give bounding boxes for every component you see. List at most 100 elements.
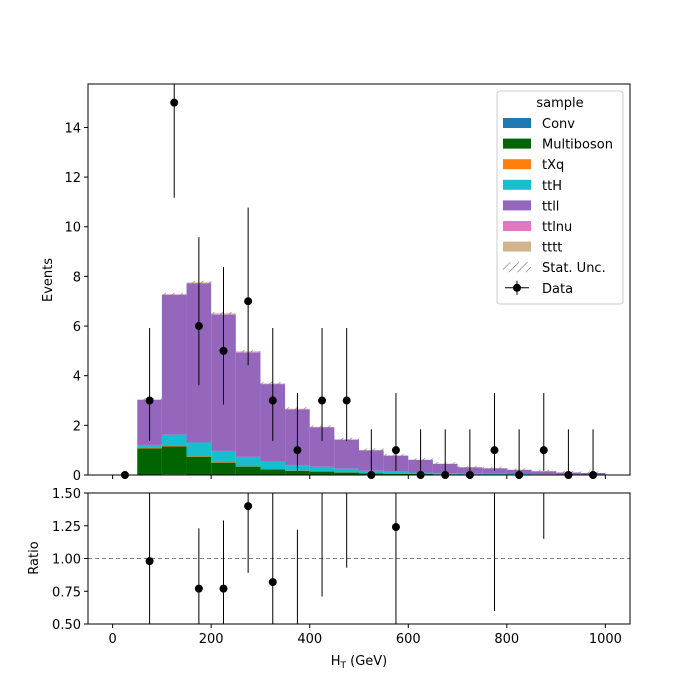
main-y-tick-label-7: 14 xyxy=(64,121,81,136)
legend-title: sample xyxy=(536,96,583,111)
ratio-point-1 xyxy=(194,584,203,593)
main-y-tick-label-3: 6 xyxy=(73,320,81,335)
bar-tth-bin-15 xyxy=(482,473,507,475)
ratio-y-tick-label-1: 0.75 xyxy=(52,585,81,600)
legend-swatch-multiboson xyxy=(503,138,531,149)
data-point-17 xyxy=(539,446,548,455)
ratio-y-tick-label-4: 1.50 xyxy=(52,487,81,502)
legend-label-ttlnu: ttlnu xyxy=(542,220,572,235)
data-point-8 xyxy=(318,396,327,405)
data-point-4 xyxy=(219,346,228,355)
legend-swatch-ttlnu xyxy=(503,221,531,231)
bar-tth-bin-6 xyxy=(260,461,286,470)
bar-multiboson-bin-6 xyxy=(260,469,286,475)
stat-unc-band-bin-2 xyxy=(161,292,187,296)
legend-label-tth: ttH xyxy=(542,179,562,194)
ratio-plot-background xyxy=(88,493,630,624)
x-axis-label-unit: (GeV) xyxy=(346,654,387,669)
main-y-tick-label-5: 10 xyxy=(64,221,81,236)
ratio-y-ticks: 0.50 0.75 1.00 1.25 1.50 xyxy=(52,487,88,633)
x-axis-label-main: H xyxy=(331,654,341,669)
stat-unc-band-bin-17 xyxy=(531,469,557,473)
legend-label-ttll: ttll xyxy=(542,199,559,214)
ratio-x-tick-label-4: 800 xyxy=(494,632,519,647)
legend-swatch-tth xyxy=(503,179,531,190)
main-plot-frame xyxy=(87,83,631,476)
bar-tth-bin-8 xyxy=(309,466,335,472)
ratio-x-ticks: 0 200 400 600 800 1000 xyxy=(108,624,622,647)
legend-label-multiboson: Multiboson xyxy=(542,138,613,153)
bar-multiboson-bin-7 xyxy=(285,470,310,475)
main-x-ticks xyxy=(112,475,606,479)
data-point-1 xyxy=(145,396,154,405)
data-point-6 xyxy=(268,396,277,405)
bar-multiboson-bin-1 xyxy=(137,448,162,475)
bar-ttll-bin-15 xyxy=(482,468,507,474)
data-point-3 xyxy=(194,322,203,331)
x-axis-label: HT (GeV) xyxy=(331,654,388,671)
bar-tth-bin-2 xyxy=(161,434,187,446)
legend-swatch-marker-data xyxy=(513,283,521,292)
ratio-y-axis-label: Ratio xyxy=(27,541,42,574)
main-y-ticks: 0 2 4 6 8 10 12 14 xyxy=(64,121,88,484)
ratio-x-tick-label-2: 400 xyxy=(297,632,322,647)
data-point-9 xyxy=(342,396,351,405)
bar-ttll-bin-2 xyxy=(161,295,187,435)
legend-swatch-conv xyxy=(503,118,531,128)
x-axis-label-subscript: T xyxy=(340,661,347,671)
ratio-x-tick-label-1: 200 xyxy=(199,632,224,647)
main-y-tick-label-2: 4 xyxy=(73,370,81,385)
legend-label-stat-unc-: Stat. Unc. xyxy=(542,261,606,276)
data-point-5 xyxy=(244,297,253,306)
main-y-axis-label: Events xyxy=(41,258,56,302)
ratio-x-tick-label-5: 1000 xyxy=(589,632,622,647)
data-point-2 xyxy=(170,98,179,107)
ratio-points xyxy=(145,493,545,624)
data-point-15 xyxy=(490,446,499,455)
legend-swatch-txq xyxy=(503,159,531,170)
bar-multiboson-bin-4 xyxy=(211,462,236,475)
bar-multiboson-bin-5 xyxy=(235,466,261,475)
ratio-y-tick-label-2: 1.00 xyxy=(52,553,81,568)
bar-multiboson-bin-11 xyxy=(383,473,409,475)
bar-multiboson-bin-8 xyxy=(309,471,335,475)
legend-label-conv: Conv xyxy=(542,117,575,132)
ratio-y-tick-label-3: 1.25 xyxy=(52,520,81,535)
main-y-tick-label-1: 2 xyxy=(73,419,81,434)
legend-swatch-ttll xyxy=(503,200,531,211)
data-point-11 xyxy=(391,446,400,455)
bar-ttll-bin-9 xyxy=(334,439,359,469)
bar-multiboson-bin-2 xyxy=(161,446,187,475)
main-y-tick-label-0: 0 xyxy=(73,469,81,484)
legend-swatch-stat-unc- xyxy=(503,262,531,273)
legend-label-data: Data xyxy=(542,282,573,297)
bar-multiboson-bin-3 xyxy=(186,456,212,475)
ratio-panel: 0 200 400 600 800 1000 0.50 0.75 1.00 1.25 1.50 R… xyxy=(27,487,631,671)
data-points xyxy=(120,84,598,479)
main-y-tick-label-6: 12 xyxy=(64,171,81,186)
ratio-point-0 xyxy=(145,557,154,566)
legend-entries: Conv Multiboson tXq ttH ttll ttlnu tttt Stat. U… xyxy=(503,117,613,297)
main-y-tick-label-4: 8 xyxy=(73,270,81,285)
bar-multiboson-bin-9 xyxy=(334,472,359,475)
bar-tth-bin-5 xyxy=(235,456,261,467)
bar-tth-bin-1 xyxy=(137,444,162,448)
ratio-x-tick-label-3: 600 xyxy=(396,632,421,647)
data-point-7 xyxy=(293,446,302,455)
bar-tth-bin-3 xyxy=(186,442,212,457)
ratio-point-4 xyxy=(268,578,277,587)
ratio-point-8 xyxy=(391,523,400,532)
legend-label-txq: tXq xyxy=(542,158,564,173)
ratio-point-2 xyxy=(219,584,228,593)
ratio-point-3 xyxy=(244,502,253,511)
legend-label-tttt: tttt xyxy=(542,241,562,256)
bar-ttll-bin-5 xyxy=(235,352,261,457)
bar-tth-bin-4 xyxy=(211,450,236,463)
ratio-y-tick-label-0: 0.50 xyxy=(52,618,81,633)
legend-swatch-tttt xyxy=(503,241,531,252)
legend: sample Conv Multiboson tXq ttH ttll ttlnu tttt… xyxy=(496,90,624,305)
bar-tth-bin-11 xyxy=(383,471,409,474)
bar-tth-bin-9 xyxy=(334,468,359,473)
ratio-x-tick-label-0: 0 xyxy=(108,632,116,647)
